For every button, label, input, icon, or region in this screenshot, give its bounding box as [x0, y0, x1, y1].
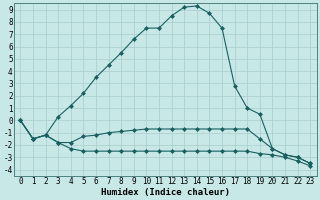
X-axis label: Humidex (Indice chaleur): Humidex (Indice chaleur) [101, 188, 230, 197]
